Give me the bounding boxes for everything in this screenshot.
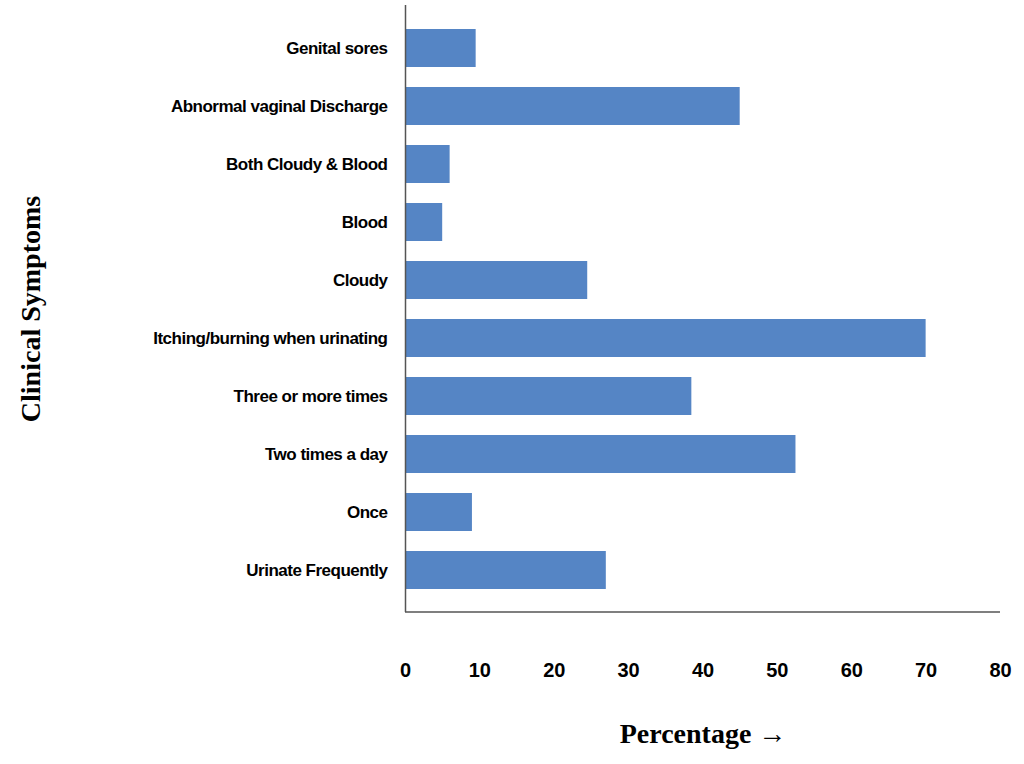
svg-text:Once: Once xyxy=(347,503,388,522)
svg-text:Two times a day: Two times a day xyxy=(265,445,389,464)
svg-text:70: 70 xyxy=(915,659,937,681)
svg-text:50: 50 xyxy=(766,659,788,681)
svg-text:60: 60 xyxy=(841,659,863,681)
svg-text:Genital sores: Genital sores xyxy=(286,39,387,58)
svg-text:30: 30 xyxy=(618,659,640,681)
svg-text:Blood: Blood xyxy=(342,213,388,232)
svg-text:40: 40 xyxy=(692,659,714,681)
svg-text:Urinate Frequently: Urinate Frequently xyxy=(246,561,388,580)
svg-text:Itching/burning when urinating: Itching/burning when urinating xyxy=(153,329,387,348)
svg-text:0: 0 xyxy=(400,659,411,681)
svg-text:Clinical Symptoms: Clinical Symptoms xyxy=(15,196,46,422)
svg-text:Percentage →: Percentage → xyxy=(620,718,787,749)
svg-text:Three or more times: Three or more times xyxy=(234,387,388,406)
svg-text:10: 10 xyxy=(469,659,491,681)
svg-text:20: 20 xyxy=(543,659,565,681)
svg-text:Both Cloudy & Blood: Both Cloudy & Blood xyxy=(226,155,388,174)
svg-text:Cloudy: Cloudy xyxy=(333,271,389,290)
svg-text:80: 80 xyxy=(989,659,1011,681)
svg-text:Abnormal vaginal Discharge: Abnormal vaginal Discharge xyxy=(171,97,388,116)
